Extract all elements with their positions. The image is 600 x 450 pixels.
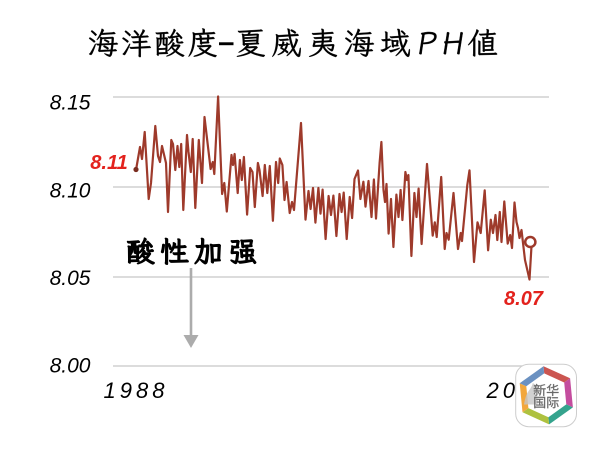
svg-text:8.15: 8.15 [50, 91, 91, 114]
svg-text:1988: 1988 [104, 378, 169, 403]
svg-text:8.05: 8.05 [50, 267, 91, 290]
svg-text:8.07: 8.07 [504, 288, 544, 310]
svg-text:8.00: 8.00 [50, 355, 91, 378]
svg-text:8.10: 8.10 [50, 180, 91, 203]
svg-text:8.11: 8.11 [90, 152, 127, 174]
